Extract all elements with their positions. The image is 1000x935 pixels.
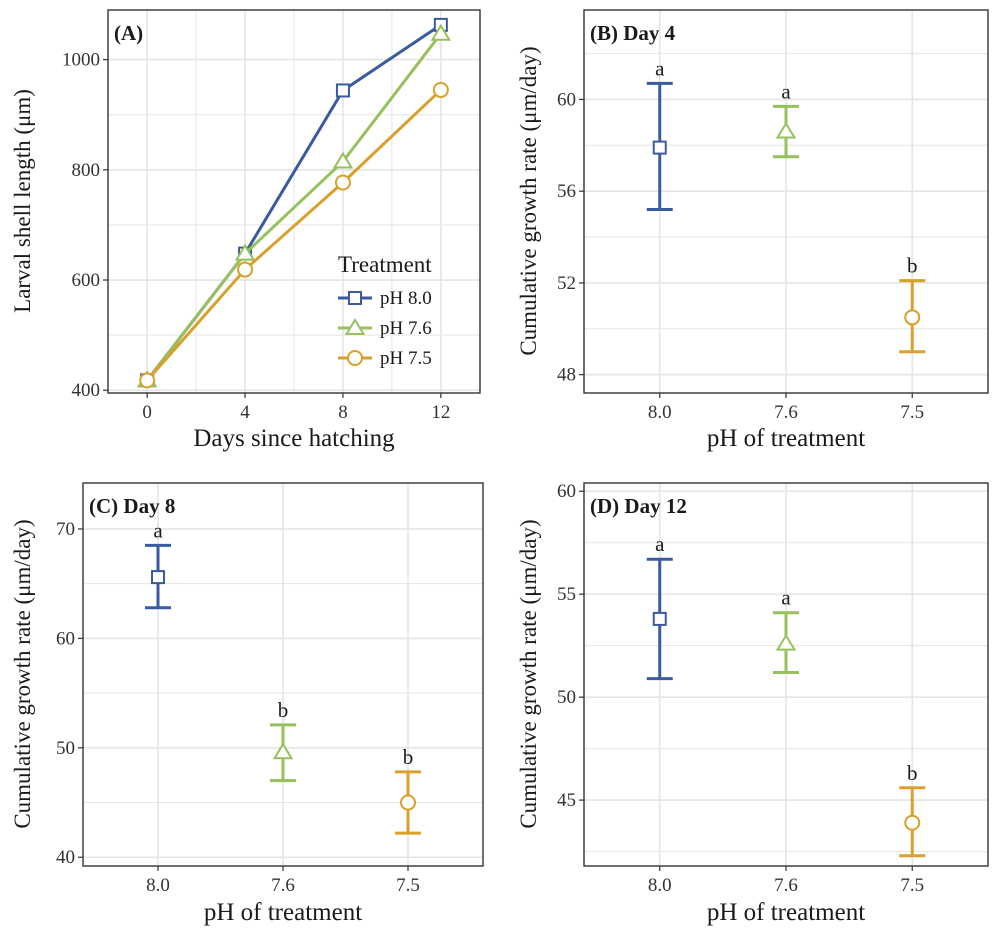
y-tick-label: 50: [557, 687, 576, 708]
x-axis-title: pH of treatment: [707, 899, 865, 926]
y-tick-label: 40: [56, 847, 75, 868]
y-axis-title: Larval shell length (μm): [10, 89, 35, 313]
y-tick-label: 55: [557, 584, 576, 605]
series-line-ph76: [145, 32, 443, 382]
mean-point-ph75: [904, 309, 921, 326]
panel-title: (D) Day 12: [590, 494, 687, 518]
data-point-ph76: [332, 151, 354, 169]
mean-point-ph76: [775, 633, 797, 651]
x-tick-label: 8: [338, 402, 348, 423]
significance-letter: a: [655, 532, 665, 556]
data-point-ph75: [334, 174, 351, 191]
y-axis-title: Cumulative growth rate (μm/day): [10, 519, 35, 828]
x-tick-label: 7.6: [271, 875, 295, 896]
significance-letter: a: [781, 79, 791, 103]
data-point-ph76: [234, 243, 256, 261]
x-axis-title: pH of treatment: [204, 899, 362, 926]
y-tick-label: 50: [56, 738, 75, 759]
x-tick-label: 7.5: [900, 402, 924, 423]
data-point-ph75: [432, 81, 449, 98]
significance-letter: b: [907, 254, 918, 278]
data-point-ph76: [430, 23, 452, 41]
data-point-ph75: [237, 261, 254, 278]
x-tick-label: 8.0: [146, 875, 170, 896]
y-tick-label: 56: [557, 181, 576, 202]
x-tick-label: 7.5: [900, 875, 924, 896]
legend-key-marker: [344, 318, 366, 335]
mean-point-ph75: [400, 794, 416, 811]
panel-title: (B) Day 4: [590, 21, 676, 45]
y-tick-label: 800: [72, 160, 101, 181]
panel-border: [107, 9, 481, 394]
legend-title: Treatment: [338, 252, 432, 277]
data-point-ph80: [335, 83, 350, 98]
legend-key-marker: [347, 350, 363, 366]
panel-c: 40 50 60 70 8.0 7.6 7.5 pH of treatment Cumulati…: [10, 482, 484, 926]
panel-title: (C) Day 8: [89, 494, 175, 518]
legend-label: pH 7.5: [380, 348, 432, 369]
x-tick-label: 8.0: [648, 875, 672, 896]
legend-label: pH 8.0: [380, 288, 432, 309]
panel-b: 48 52 56 60 8.0 7.6 7.5 pH of treatment Cumulati…: [516, 9, 989, 452]
x-tick-label: 8.0: [648, 402, 672, 423]
legend-label: pH 7.6: [380, 318, 432, 339]
x-tick-label: 12: [431, 402, 450, 423]
panel-title: (A): [114, 21, 143, 45]
y-tick-label: 45: [557, 790, 576, 811]
panel-d: 45 50 55 60 8.0 7.6 7.5 pH of treatment Cumulati…: [516, 481, 989, 926]
x-tick-label: 7.6: [774, 875, 798, 896]
y-axis-title: Cumulative growth rate (μm/day): [516, 46, 541, 355]
y-tick-label: 70: [56, 519, 75, 540]
mean-point-ph75: [904, 814, 921, 831]
y-tick-label: 600: [72, 270, 101, 291]
y-axis-title: Cumulative growth rate (μm/day): [516, 519, 541, 828]
panel-a: 400 600 800 1000 0 4 8 12 Days since hatching Lar…: [10, 9, 481, 452]
mean-point-ph80: [652, 611, 667, 626]
mean-point-ph76: [272, 742, 294, 760]
x-tick-label: 4: [240, 402, 250, 423]
y-tick-label: 1000: [62, 50, 100, 71]
x-tick-label: 7.5: [396, 875, 420, 896]
significance-letter: b: [907, 761, 918, 785]
significance-letter: a: [655, 56, 665, 80]
y-tick-label: 60: [557, 481, 576, 502]
x-axis-title: pH of treatment: [707, 425, 865, 452]
y-tick-label: 48: [557, 365, 576, 386]
significance-letter: a: [153, 518, 163, 542]
x-tick-label: 0: [142, 402, 152, 423]
y-tick-label: 400: [72, 380, 101, 401]
mean-point-ph80: [652, 140, 667, 155]
significance-letter: b: [403, 745, 414, 769]
legend-key-marker: [348, 291, 362, 305]
y-tick-label: 60: [56, 628, 75, 649]
significance-letter: a: [781, 586, 791, 610]
x-axis-title: Days since hatching: [193, 425, 395, 452]
legend: Treatment pH 8.0 pH 7.6 pH 7.5: [338, 252, 432, 369]
series-line-ph75: [146, 88, 442, 382]
mean-point-ph80: [151, 570, 165, 585]
y-tick-label: 60: [557, 89, 576, 110]
significance-letter: b: [278, 698, 289, 722]
mean-point-ph76: [775, 121, 797, 139]
y-tick-label: 52: [557, 273, 576, 294]
data-point-ph75: [139, 372, 156, 389]
x-tick-label: 7.6: [774, 402, 798, 423]
